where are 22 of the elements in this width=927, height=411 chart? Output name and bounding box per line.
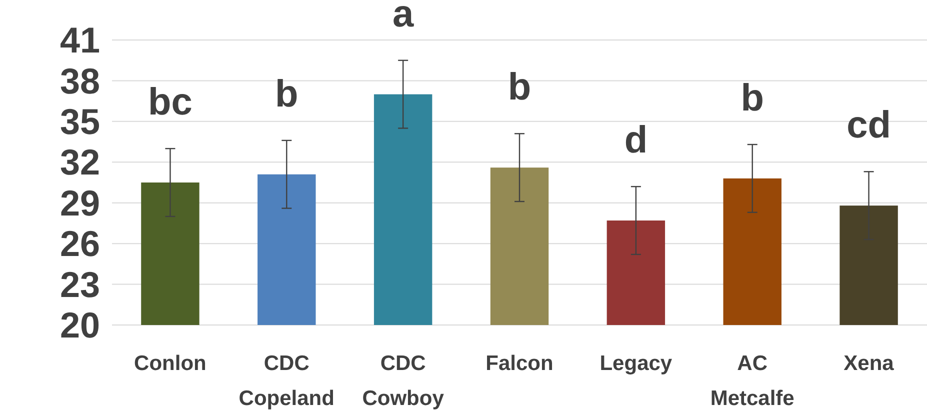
y-tick-label: 41	[60, 20, 100, 61]
annotation: a	[392, 0, 414, 36]
y-tick-label: 20	[60, 304, 100, 346]
x-tick-label: Legacy	[600, 352, 672, 375]
x-tick-label: AC Metcalfe	[710, 352, 794, 410]
annotation: b	[275, 73, 298, 116]
annotation: b	[508, 66, 532, 109]
y-tick-label: 29	[60, 182, 100, 224]
y-tick-label: 35	[60, 101, 100, 142]
annotation: d	[624, 120, 648, 162]
x-tick-label: CDC Copeland	[238, 352, 334, 410]
y-tick-label: 26	[60, 223, 100, 264]
y-tick-label: 23	[60, 264, 100, 305]
x-tick-label: Falcon	[486, 352, 554, 375]
annotation: bc	[148, 82, 192, 124]
x-tick-label: Xena	[844, 352, 894, 375]
x-tick-label: Conlon	[134, 352, 206, 375]
y-tick-label: 32	[60, 142, 100, 183]
annotation: b	[740, 78, 764, 120]
x-tick-label: CDC Cowboy	[362, 352, 444, 410]
annotation: cd	[846, 104, 891, 147]
y-tick-label: 38	[60, 60, 100, 102]
